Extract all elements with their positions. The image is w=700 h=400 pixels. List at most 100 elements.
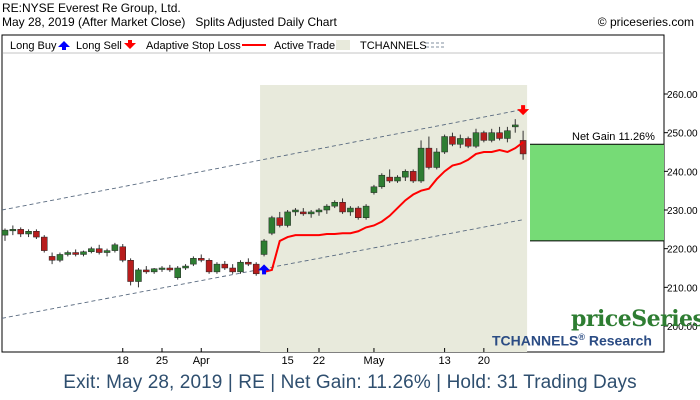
trade-summary-footer: Exit: May 28, 2019 | RE | Net Gain: 11.2… [63,372,637,393]
chart-title: RE:NYSE Everest Re Group, Ltd. [2,1,181,15]
y-tick-label: 230.00 [667,206,698,217]
candle-body [205,260,213,273]
candle-body [33,231,40,238]
candle-body [95,248,103,253]
price-chart: Long Buy Long Sell Adaptive Stop Loss Activ… [1,34,698,367]
candle-body [158,267,166,270]
candle-body [182,265,189,269]
candle-body [119,246,126,261]
legend-adaptive-stop: Adaptive Stop Loss [146,40,241,52]
net-gain-label: Net Gain 11.26% [572,131,655,143]
candle-body [347,207,354,213]
brand-research-prefix: TCHANNELS [492,332,579,349]
candle-body [464,138,472,147]
legend-long-buy: Long Buy [10,40,57,52]
candle-body [150,268,158,273]
candle-body [519,140,527,155]
candle-body [17,229,24,235]
long-buy-arrow-icon [258,264,271,275]
chart-subtitle: May 28, 2019 (After Market Close) Splits… [2,15,337,29]
candle-body [315,209,323,213]
x-tick-label: Apr [193,355,210,367]
y-tick-label: 250.00 [667,129,698,140]
candle-body [213,263,221,273]
candle-body [370,186,378,193]
candle-body [260,240,268,255]
candle-body [362,205,370,218]
candle-body [386,176,393,182]
candle-body [80,251,87,255]
y-tick-label: 240.00 [667,167,698,178]
candle-body [56,254,64,261]
candle-body [457,138,464,145]
candle-body [276,217,283,226]
candle-body [355,207,362,218]
candle-body [198,258,205,261]
candle-body [425,147,433,168]
brand-research-mark: ® [578,332,585,342]
channel-lower-line [1,219,524,319]
legend-active-trade: Active Trade [274,40,335,52]
candle-body [143,269,150,273]
y-tick-label: 200.00 [667,322,698,333]
candle-body [433,151,440,168]
candle-body [221,263,229,269]
candle-body [103,250,111,253]
candle-body [41,236,48,251]
candle-body [472,132,480,147]
candle-body [488,132,495,141]
candle-body [9,229,17,232]
candle-body [64,252,72,255]
x-tick-label: 20 [478,355,490,367]
candle-body [284,211,291,226]
candle-body [111,244,119,251]
candle-body [292,209,299,213]
y-tick-label: 220.00 [667,245,698,256]
candle-body [268,217,276,234]
legend-sell-arrow-icon [124,40,136,49]
candle-body [323,205,331,211]
x-tick-label: 18 [117,355,129,367]
copyright-link[interactable]: © priceseries.com [597,15,694,29]
x-tick-label: 25 [156,355,168,367]
candle-body [72,252,79,255]
legend-trade-swatch-icon [336,40,350,50]
candle-body [190,258,197,265]
x-tick-label: 22 [313,355,325,367]
candle-body [48,256,56,261]
active-trade-region [260,85,528,352]
y-tick-label: 210.00 [667,283,698,294]
x-tick-label: 15 [281,355,293,367]
candle-body [378,174,386,188]
candle-body [394,176,401,182]
long-sell-arrow-icon [517,105,530,116]
channel-upper-line [1,109,524,211]
candle-body [409,171,417,182]
candle-body [339,202,346,213]
candle-body [88,248,95,253]
adaptive-stop-line [263,141,524,273]
candle-body [252,263,260,275]
y-tick-label: 260.00 [667,90,698,101]
candle-body [504,130,511,139]
candle-body [245,261,252,265]
candle-body [135,269,142,282]
candle-body [174,267,181,278]
candle-body [331,202,338,207]
candle-body [441,136,448,153]
candle-body [307,211,315,215]
x-tick-label: 13 [438,355,450,367]
candle-body [237,261,244,273]
candle-body [512,124,519,128]
legend-tchannels: TCHANNELS [360,40,427,52]
candle-body [127,260,134,282]
brand-research-suffix: Research [584,332,652,349]
tchannels-research-logo: TCHANNELS® Research [492,332,652,349]
candle-body [449,136,456,145]
candle-body [229,267,236,273]
candle-body [402,171,409,178]
candle-body [1,229,9,236]
net-gain-box [530,144,664,241]
legend-long-sell: Long Sell [76,40,122,52]
candle-body [300,211,307,215]
